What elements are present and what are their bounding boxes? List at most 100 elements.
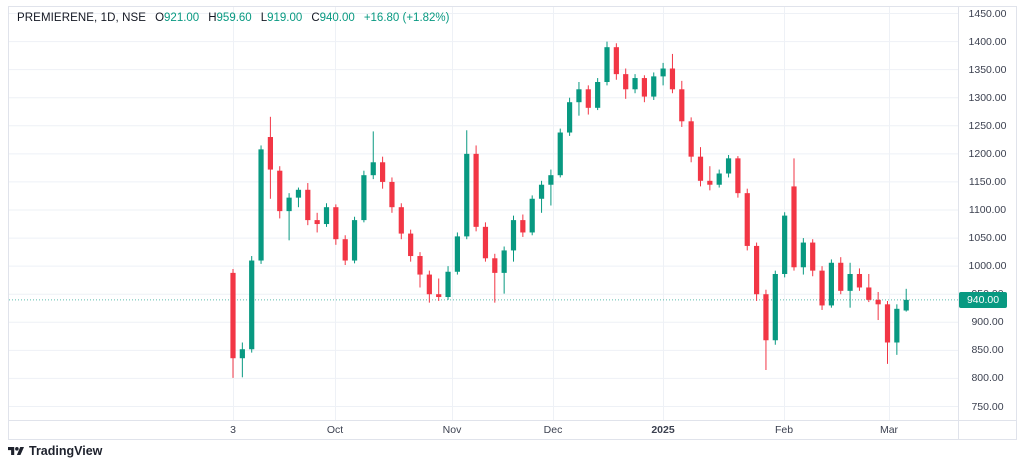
candle-body xyxy=(538,184,545,199)
price-tick-label: 1450.00 xyxy=(968,7,1007,20)
ohlc-high: H959.60 xyxy=(208,12,252,24)
candle-body xyxy=(473,153,479,227)
candle-body xyxy=(370,162,376,176)
candle-body xyxy=(903,299,909,311)
change-value: +16.80 (+1.82%) xyxy=(363,12,450,24)
candle-body xyxy=(688,121,694,157)
candle-body xyxy=(529,198,535,233)
price-tick-label: 1350.00 xyxy=(968,63,1007,76)
candle-body xyxy=(520,220,526,233)
candle-body xyxy=(679,89,685,122)
candle-body xyxy=(333,207,339,240)
candle-body xyxy=(436,294,442,298)
candle-body xyxy=(810,242,816,271)
candle-body xyxy=(735,158,741,194)
candle-body xyxy=(314,220,320,225)
candle-body xyxy=(576,89,582,103)
candle-body xyxy=(482,226,489,259)
candle-body xyxy=(239,349,245,359)
candle-body xyxy=(669,68,676,90)
candle-body xyxy=(697,156,704,181)
candle-body xyxy=(772,274,778,341)
candle-body xyxy=(866,287,872,300)
candle-body xyxy=(454,236,460,272)
candle-body xyxy=(567,102,573,133)
candle-body xyxy=(894,308,900,343)
candle-body xyxy=(763,294,769,341)
candle-body xyxy=(632,78,638,90)
candle-body xyxy=(725,158,732,174)
price-tick-label: 1100.00 xyxy=(968,204,1007,216)
candle-body xyxy=(408,233,414,257)
candle-body xyxy=(445,271,451,298)
candle-body xyxy=(856,274,863,288)
time-tick-label: 2025 xyxy=(651,424,675,436)
symbol-title[interactable]: PREMIERENE, 1D, NSE xyxy=(17,12,147,24)
candle-body xyxy=(838,262,844,291)
time-tick-label: Feb xyxy=(774,424,794,436)
candle-body xyxy=(361,175,367,221)
candle-body xyxy=(707,180,713,185)
candle-body xyxy=(323,207,330,225)
candle-body xyxy=(417,256,423,275)
candle-body xyxy=(791,186,797,268)
candle-body xyxy=(847,274,853,291)
candle-body xyxy=(501,250,507,273)
candle-body xyxy=(258,149,264,261)
price-tick-label: 750.00 xyxy=(971,400,1004,413)
price-tick-label: 1000.00 xyxy=(968,260,1007,273)
candle-body xyxy=(884,304,891,343)
symbol-header: PREMIERENE, 1D, NSE O921.00 H959.60 L919… xyxy=(17,12,449,24)
time-tick-label: Oct xyxy=(326,424,344,436)
candle-body xyxy=(744,193,750,246)
last-price-label: 940.00 xyxy=(959,292,1007,308)
candle-body xyxy=(548,175,554,185)
candle-body xyxy=(604,47,610,82)
time-tick-label: 3 xyxy=(230,424,236,436)
candle-body xyxy=(351,220,358,261)
candle-body xyxy=(305,189,311,221)
tradingview-branding[interactable]: TradingView xyxy=(8,444,102,458)
candle-body xyxy=(295,189,302,198)
ohlc-open: O921.00 xyxy=(155,12,200,24)
candle-body xyxy=(267,137,273,170)
time-scale-separator xyxy=(8,420,1017,421)
candle-body xyxy=(754,245,760,295)
candle-body xyxy=(510,220,517,251)
candle-body xyxy=(641,78,647,97)
candle-body xyxy=(595,81,601,108)
candle-body xyxy=(623,74,629,90)
candle-body xyxy=(875,299,881,305)
candle-body xyxy=(613,47,619,75)
candle-body xyxy=(492,258,498,273)
price-tick-label: 1400.00 xyxy=(968,35,1007,48)
candle-body xyxy=(464,153,470,237)
candle-body xyxy=(380,162,386,182)
tradingview-logo-icon xyxy=(8,446,24,455)
candle-body xyxy=(557,132,563,176)
candle-body xyxy=(426,274,432,295)
candle-body xyxy=(230,272,236,359)
candle-body xyxy=(342,239,348,261)
price-scale-separator xyxy=(958,6,959,440)
tradingview-logo-text: TradingView xyxy=(29,444,103,458)
price-tick-label: 850.00 xyxy=(971,344,1004,357)
time-tick-label: Mar xyxy=(879,424,899,436)
price-tick-label: 1150.00 xyxy=(968,175,1007,188)
price-tick-label: 1050.00 xyxy=(968,232,1007,245)
price-tick-label: 900.00 xyxy=(971,316,1004,329)
candle-body xyxy=(585,89,591,108)
price-tick-label: 800.00 xyxy=(971,372,1004,385)
time-tick-label: Dec xyxy=(543,424,563,436)
candle-body xyxy=(828,262,834,306)
candle-body xyxy=(819,270,825,306)
price-tick-label: 1200.00 xyxy=(968,147,1007,160)
ohlc-close: C940.00 xyxy=(311,12,355,24)
candle-body xyxy=(389,181,395,208)
price-tick-label: 1300.00 xyxy=(968,91,1007,104)
candle-body xyxy=(716,173,722,185)
candle-body xyxy=(651,76,657,97)
time-tick-label: Nov xyxy=(442,424,462,436)
